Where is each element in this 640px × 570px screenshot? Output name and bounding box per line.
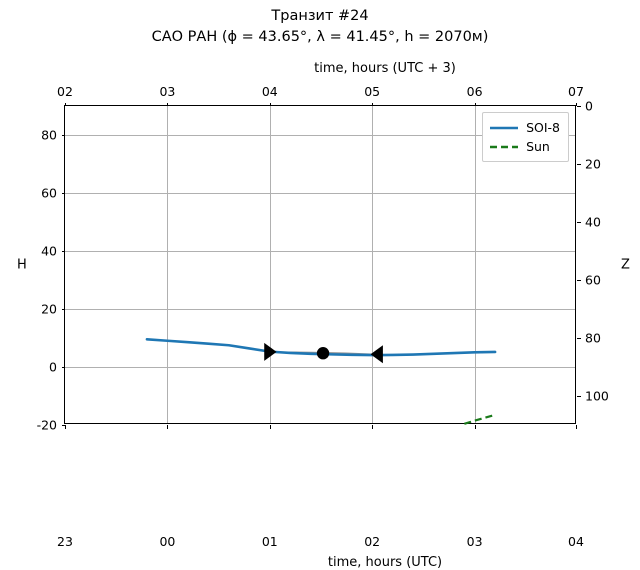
gridline-horizontal xyxy=(65,135,575,136)
ytick-label-left: 0 xyxy=(49,359,57,375)
xtick-label-top: 07 xyxy=(568,84,584,99)
legend-label-soi8: SOI-8 xyxy=(526,119,560,135)
ytick-left xyxy=(61,367,65,368)
ytick-label-right: 40 xyxy=(585,214,601,230)
ytick-left xyxy=(61,309,65,310)
legend-label-sun: Sun xyxy=(526,138,550,154)
xtick-top xyxy=(65,102,66,106)
ytick-right xyxy=(577,396,581,397)
transit-mid-marker xyxy=(316,347,330,360)
legend-swatch-soi8 xyxy=(490,126,519,129)
gridline-vertical xyxy=(372,106,374,423)
ytick-label-right: 80 xyxy=(585,330,601,346)
ytick-label-left: 20 xyxy=(41,301,57,317)
xtick-top xyxy=(576,102,577,106)
xtick-label-bottom: 23 xyxy=(57,534,73,549)
ytick-right xyxy=(577,280,581,281)
xtick-top xyxy=(167,102,169,106)
ytick-left xyxy=(61,193,65,194)
xtick-label-top: 02 xyxy=(57,84,73,99)
y-axis-label-left: H xyxy=(17,257,27,273)
transit-end-marker xyxy=(370,345,383,364)
ytick-label-left: 40 xyxy=(41,243,57,259)
gridline-horizontal xyxy=(65,309,575,310)
transit-start-marker xyxy=(264,342,277,361)
ytick-label-right: 100 xyxy=(585,388,609,404)
xtick-label-bottom: 00 xyxy=(159,534,176,549)
legend-item-soi8: SOI-8 xyxy=(489,118,560,137)
xtick-bottom xyxy=(65,425,66,429)
xtick-label-bottom: 04 xyxy=(568,534,584,549)
xtick-top xyxy=(269,102,271,106)
ytick-label-left: -20 xyxy=(36,417,57,433)
xtick-bottom xyxy=(372,425,374,429)
x-axis-label-bottom: time, hours (UTC) xyxy=(327,555,443,570)
xtick-top xyxy=(474,102,476,106)
ytick-left xyxy=(61,135,65,136)
ytick-right xyxy=(577,164,581,165)
ytick-label-right: 20 xyxy=(585,156,601,172)
xtick-top xyxy=(372,102,374,106)
legend-swatch-sun xyxy=(490,145,519,148)
x-axis-label-top: time, hours (UTC + 3) xyxy=(314,61,456,76)
marker-layer xyxy=(264,342,383,364)
xtick-label-bottom: 03 xyxy=(466,534,483,549)
figure: Транзит #24 САО РАН (ϕ = 43.65°, λ = 41.… xyxy=(0,6,640,570)
legend-item-sun: Sun xyxy=(489,137,560,156)
xtick-label-top: 03 xyxy=(159,84,176,99)
gridline-vertical xyxy=(474,106,476,423)
ytick-label-left: 60 xyxy=(41,185,57,201)
xtick-bottom xyxy=(576,425,577,429)
ytick-label-right: 60 xyxy=(585,272,601,288)
y-axis-label-right: Z xyxy=(621,257,630,273)
xtick-bottom xyxy=(474,425,476,429)
plot-area: 23 00 01 02 03 04 02 03 04 05 06 07 -20 … xyxy=(17,61,630,570)
ytick-label-right: 0 xyxy=(585,98,593,114)
title-line-1: Транзит #24 xyxy=(271,8,369,24)
title-line-2: САО РАН (ϕ = 43.65°, λ = 41.45°, h = 207… xyxy=(151,29,489,45)
series-line-sun xyxy=(464,413,496,425)
legend: SOI-8 Sun xyxy=(482,112,569,162)
figure-title: Транзит #24 САО РАН (ϕ = 43.65°, λ = 41.… xyxy=(0,6,640,48)
ytick-left xyxy=(61,251,65,252)
xtick-label-top: 04 xyxy=(261,84,278,99)
ytick-right xyxy=(577,106,581,107)
xtick-label-bottom: 01 xyxy=(261,534,278,549)
xtick-label-top: 06 xyxy=(466,84,483,99)
gridline-horizontal xyxy=(65,193,575,194)
gridline-horizontal xyxy=(65,251,575,252)
xtick-bottom xyxy=(269,425,271,429)
gridline-vertical xyxy=(269,106,271,423)
ytick-right xyxy=(577,338,581,339)
ytick-left xyxy=(61,425,65,426)
ytick-right xyxy=(577,222,581,223)
ytick-label-left: 80 xyxy=(41,127,57,143)
gridline-vertical xyxy=(167,106,169,423)
xtick-bottom xyxy=(167,425,169,429)
data-layer xyxy=(145,338,497,425)
gridline-horizontal xyxy=(65,367,575,368)
xtick-label-top: 05 xyxy=(364,84,381,99)
xtick-label-bottom: 02 xyxy=(364,534,381,549)
